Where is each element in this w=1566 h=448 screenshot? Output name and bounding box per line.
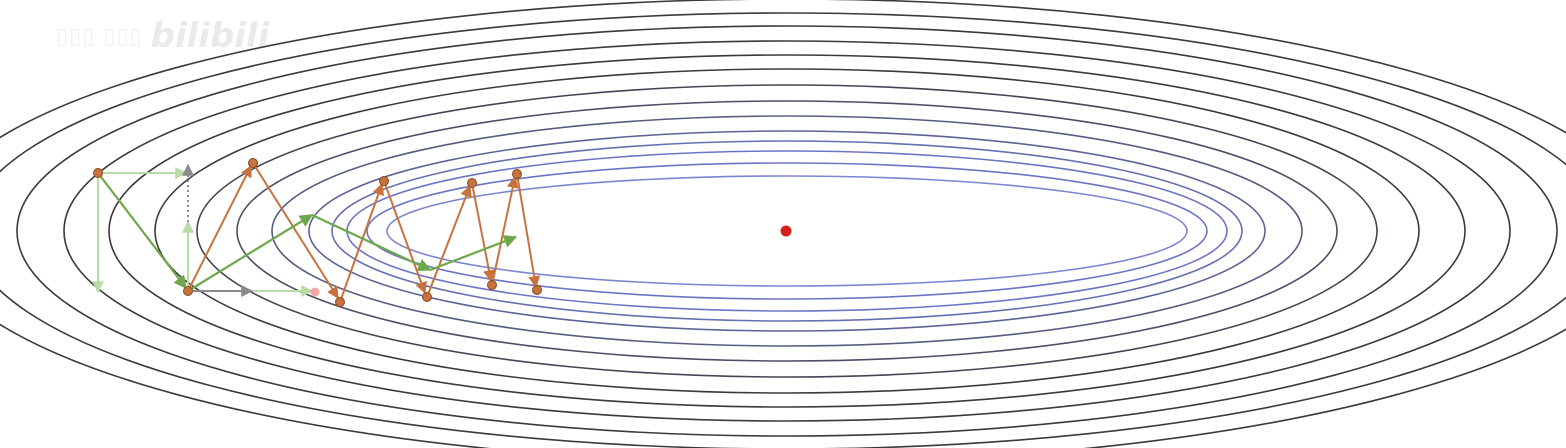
sgd-step: [491, 175, 519, 286]
watermark-text: ▯▯▯ ▯▯▯: [56, 23, 143, 49]
contour-ring: [154, 68, 1420, 394]
contour-ring: [366, 162, 1208, 300]
sgd-points: [93, 158, 542, 307]
sgd-path: [187, 162, 541, 303]
contour-ring: [0, 12, 1566, 448]
contour-ring: [16, 25, 1558, 437]
contour-ring: [308, 130, 1266, 332]
momentum-step: [429, 235, 518, 272]
sgd-step: [426, 184, 472, 298]
sgd-step: [252, 162, 339, 300]
contour-ring: [386, 175, 1188, 287]
contour-ring: [236, 100, 1338, 362]
iterate-point: [512, 169, 522, 179]
sgd-step: [383, 180, 427, 295]
gradient-component-arrows: [92, 163, 314, 297]
momentum-step: [311, 214, 432, 271]
faint-marker: [310, 287, 320, 297]
iterate-point: [183, 286, 193, 296]
sgd-step: [471, 182, 495, 283]
contour-ring: [108, 54, 1466, 408]
contour-ring: [63, 40, 1511, 422]
iterate-point: [335, 297, 345, 307]
contour-ring: [196, 84, 1378, 378]
iterate-point: [379, 176, 389, 186]
sgd-step: [339, 182, 385, 303]
minimum-point: [780, 225, 792, 237]
iterate-point: [467, 178, 477, 188]
sgd-step: [187, 164, 252, 292]
contour-ring: [271, 115, 1303, 347]
iterate-point: [532, 285, 542, 295]
momentum-path: [97, 172, 518, 292]
contour-ring: [331, 140, 1243, 322]
iterate-point: [93, 168, 103, 178]
iterate-point: [248, 158, 258, 168]
momentum-step: [187, 214, 314, 292]
momentum-step: [97, 172, 187, 290]
iterate-point: [487, 280, 497, 290]
iterate-point: [422, 292, 432, 302]
sgd-step: [516, 173, 541, 289]
